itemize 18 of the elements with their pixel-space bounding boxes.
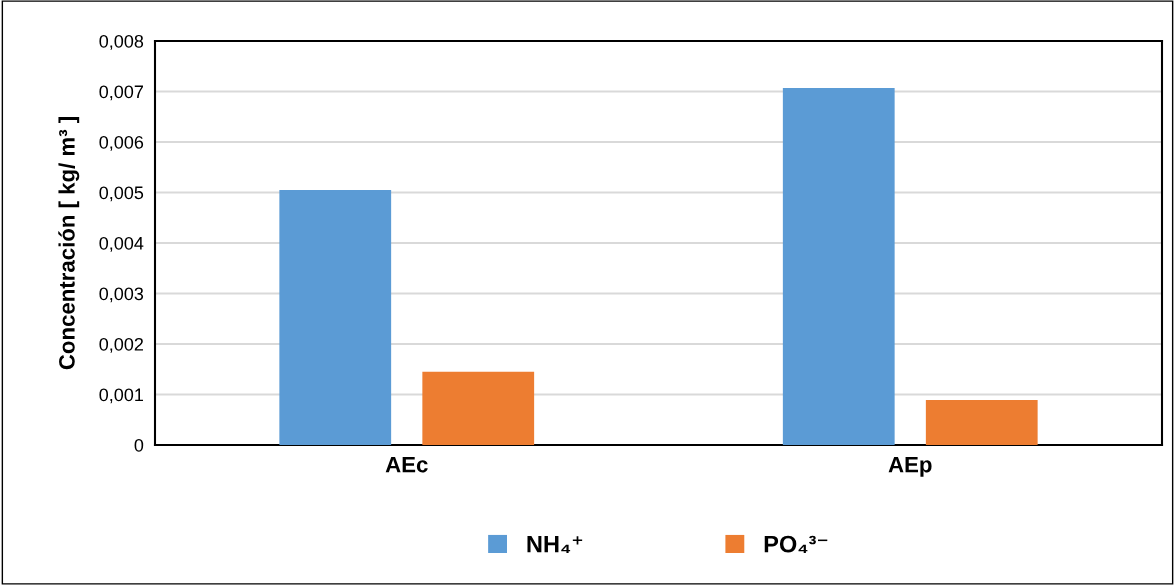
legend-label: NH₄⁺ bbox=[527, 535, 583, 553]
legend-label: PO₄³⁻ bbox=[764, 535, 828, 553]
y-tick-label: 0,006 bbox=[99, 135, 144, 151]
y-tick-label: 0,002 bbox=[99, 337, 143, 353]
y-tick-label: 0 bbox=[134, 438, 144, 452]
y-tick-label: 0,003 bbox=[99, 287, 144, 303]
y-tick-label: 0,001 bbox=[99, 388, 144, 404]
y-tick-label: 0,005 bbox=[99, 186, 144, 202]
x-tick-label: AEp bbox=[888, 456, 932, 477]
y-tick-label: 0,007 bbox=[99, 85, 143, 101]
x-tick-label: AEc bbox=[385, 456, 428, 473]
bar bbox=[279, 189, 392, 445]
bar bbox=[422, 371, 535, 445]
y-tick-label: 0,004 bbox=[99, 236, 144, 252]
bar bbox=[782, 87, 895, 445]
y-axis-title: Concentración [ kg/ m³ ] bbox=[58, 117, 80, 370]
bar bbox=[925, 400, 1038, 445]
y-tick-label: 0,008 bbox=[99, 34, 144, 50]
